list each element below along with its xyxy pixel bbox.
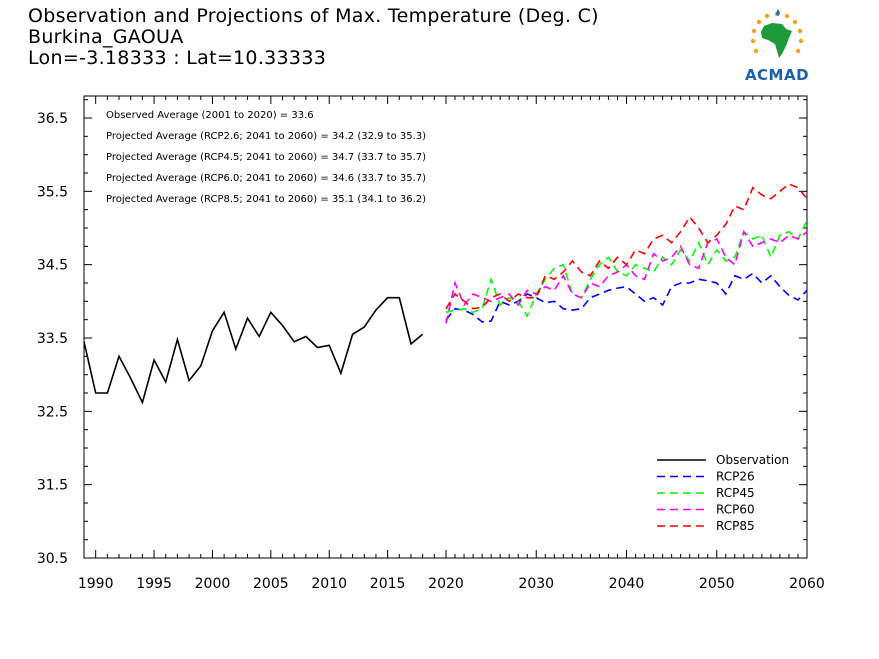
y-tick-label: 30.5 [37,551,68,567]
x-tick-label: 2030 [518,576,554,592]
africa-map-icon [750,9,804,58]
y-tick-label: 33.5 [37,331,68,347]
x-tick-label: 2040 [609,576,645,592]
x-tick-label: 2050 [699,576,735,592]
annotation-text: Projected Average (RCP6.0; 2041 to 2060)… [106,173,426,184]
series-line-rcp60 [445,229,808,324]
acmad-logo-text: ACMAD [744,66,810,84]
legend: Observation RCP26 RCP45 RCP60 RCP85 [657,453,789,533]
acmad-logo: ACMAD [734,8,820,84]
legend-label: RCP45 [716,486,755,500]
x-tick-label: 2010 [311,576,347,592]
y-tick-label: 36.5 [37,111,68,127]
x-tick-label: 2000 [195,576,231,592]
legend-label: Observation [716,453,789,467]
annotation-text: Projected Average (RCP8.5; 2041 to 2060)… [106,194,426,205]
x-tick-label: 1990 [78,576,114,592]
series-line-observation [83,296,424,405]
series-line-rcp26 [445,272,808,323]
plot-frame [83,95,808,559]
legend-label: RCP26 [716,470,755,484]
annotation-text: Projected Average (RCP2.6; 2041 to 2060)… [106,131,426,142]
x-tick-label: 2060 [789,576,825,592]
legend-label: RCP60 [716,503,755,517]
x-axis: 1990 1995 2000 2005 2010 2015 2020 2030 2040 2050… [78,96,825,592]
annotation-text: Observed Average (2001 to 2020) = 33.6 [106,110,314,121]
annotation-text: Projected Average (RCP4.5; 2041 to 2060)… [106,152,426,163]
y-tick-label: 35.5 [37,184,68,200]
y-tick-label: 32.5 [37,404,68,420]
series-line-rcp45 [445,220,808,318]
chart-title-block: Observation and Projections of Max. Temp… [28,6,599,69]
y-tick-label: 31.5 [37,478,68,494]
series-layer [83,183,808,405]
x-tick-label: 1995 [136,576,172,592]
annotation-layer: Observed Average (2001 to 2020) = 33.6 Pr… [106,110,426,205]
y-axis: 30.5 31.5 32.5 33.5 34.5 35.5 36.5 [37,99,807,567]
x-tick-label: 2015 [370,576,406,592]
x-tick-label: 2005 [253,576,289,592]
series-line-rcp85 [445,183,808,310]
x-tick-label: 2020 [428,576,464,592]
legend-label: RCP85 [716,519,755,533]
station-coordinates: Lon=-3.18333 : Lat=10.33333 [28,47,327,69]
y-tick-label: 34.5 [37,258,68,274]
chart-title: Observation and Projections of Max. Temp… [28,5,599,27]
station-name: Burkina_GAOUA [28,26,184,48]
